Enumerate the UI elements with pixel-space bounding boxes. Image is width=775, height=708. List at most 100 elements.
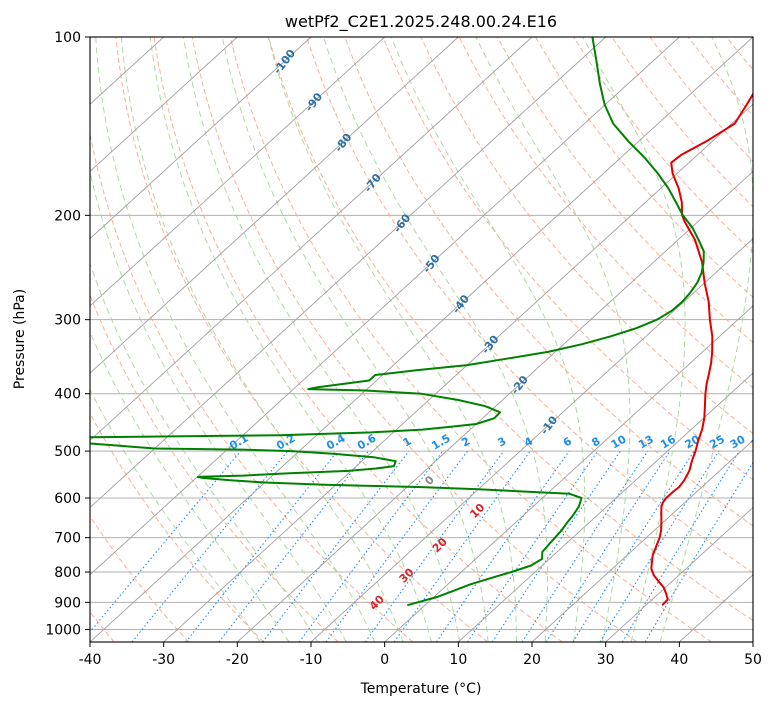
isotherm-line xyxy=(237,170,753,642)
x-tick-label: 50 xyxy=(744,652,762,668)
moist-adiabat xyxy=(90,262,319,642)
y-tick-label: 700 xyxy=(54,531,81,547)
dry-adiabat xyxy=(229,37,712,642)
x-axis: -40 -30 -20 -10 0 10 20 30 40 50 xyxy=(79,642,762,668)
moist-adiabat xyxy=(149,37,432,642)
x-axis-title: Temperature (°C) xyxy=(360,681,482,697)
x-tick-label: 40 xyxy=(670,652,688,668)
dry-adiabat xyxy=(420,37,753,435)
dry-adiabat xyxy=(191,37,638,642)
x-tick-label: -30 xyxy=(152,652,175,668)
mixing-ratio-line xyxy=(491,450,621,642)
moist-adiabat xyxy=(90,169,347,642)
mixing-ratio-label: 1.5 xyxy=(429,432,452,453)
moist-adiabat xyxy=(475,37,631,642)
mixing-ratio-line xyxy=(364,450,505,642)
isotherm-line xyxy=(90,37,312,240)
isotherm-line xyxy=(90,37,533,441)
chart-title: wetPf2_C2E1.2025.248.00.24.E16 xyxy=(285,12,557,32)
dry-adiabat xyxy=(535,37,753,298)
mixing-ratio-label: 8 xyxy=(589,435,602,450)
isotherm-line xyxy=(163,103,753,642)
isotherm-line xyxy=(458,372,753,642)
moist-adiabat xyxy=(95,37,376,642)
moist-adiabat xyxy=(659,37,753,642)
dry-adiabat-label: 10 xyxy=(467,501,487,521)
mixing-ratio-line xyxy=(262,450,410,642)
dry-adiabat xyxy=(115,37,488,642)
dry-adiabat xyxy=(268,37,753,622)
mixing-ratio-line xyxy=(131,450,289,642)
x-tick-label: 0 xyxy=(380,652,389,668)
moist-adiabat xyxy=(267,37,517,642)
plot-area: 0.1 0.2 0.4 0.6 1 1.5 2 3 4 6 8 10 13 16 20 25 30 36-100-… xyxy=(90,37,775,642)
dry-adiabat xyxy=(90,131,414,642)
mixing-ratio-line xyxy=(325,450,468,642)
mixing-ratio-line xyxy=(621,450,740,642)
dry-adiabat xyxy=(496,37,753,344)
isotherm-line xyxy=(90,37,606,509)
moist-adiabat xyxy=(582,37,686,642)
x-tick-label: 10 xyxy=(449,652,467,668)
isotherm-label: -100 xyxy=(271,47,298,77)
mixing-ratio-line xyxy=(90,450,242,633)
y-tick-label: 1000 xyxy=(45,622,81,638)
dry-adiabat xyxy=(687,37,753,117)
y-tick-label: 100 xyxy=(54,30,81,46)
isotherm-line xyxy=(90,37,459,374)
plot-frame xyxy=(89,36,754,643)
y-tick-label: 900 xyxy=(54,595,81,611)
mixing-ratio-line xyxy=(298,450,444,642)
y-tick-label: 200 xyxy=(54,208,81,224)
moist-adiabat xyxy=(90,330,290,642)
mixing-ratio-label: 3 xyxy=(495,435,508,450)
mixing-ratio-line xyxy=(599,450,720,642)
mixing-ratio-label: 13 xyxy=(636,433,656,452)
mixing-ratio-line xyxy=(218,450,369,642)
mixing-ratio-label: 30 xyxy=(728,432,748,451)
y-axis-title: Pressure (hPa) xyxy=(12,289,28,389)
isotherm-line xyxy=(90,37,385,307)
isotherm-line xyxy=(752,641,753,642)
moist-adiabat xyxy=(120,37,404,642)
y-tick-label: 500 xyxy=(54,444,81,460)
isotherm-line xyxy=(605,506,753,642)
dry-adiabat xyxy=(765,37,775,642)
x-tick-label: -40 xyxy=(79,652,102,668)
dry-adiabat xyxy=(382,37,753,481)
moist-adiabat xyxy=(90,388,261,642)
moist-adiabat xyxy=(221,37,489,642)
isotherm-line xyxy=(90,37,238,173)
isotherm-line xyxy=(90,37,753,642)
x-tick-label: -10 xyxy=(300,652,323,668)
x-tick-label: 30 xyxy=(597,652,615,668)
x-tick-label: -20 xyxy=(226,652,249,668)
dry-adiabat xyxy=(726,37,753,71)
moist-adiabat xyxy=(323,37,548,642)
dry-adiabat xyxy=(306,37,753,574)
isotherm-line xyxy=(384,305,753,642)
mixing-ratio-line xyxy=(545,450,671,642)
mixing-ratio-label: 25 xyxy=(707,433,727,452)
mixing-ratio-label: 2 xyxy=(459,435,472,450)
temperature-profile xyxy=(650,92,753,606)
dry-adiabat xyxy=(611,37,753,208)
moist-adiabat xyxy=(183,37,461,642)
mixing-ratio-line xyxy=(521,450,649,642)
mixing-ratio-line xyxy=(572,450,695,642)
dry-adiabat xyxy=(573,37,753,253)
mixing-ratio-label: 1 xyxy=(401,435,414,450)
mixing-ratio-line xyxy=(467,450,599,642)
y-tick-label: 800 xyxy=(54,565,81,581)
dry-adiabat-label: 30 xyxy=(397,565,417,585)
y-tick-label: 400 xyxy=(54,387,81,403)
dewpoint-profile xyxy=(90,37,705,607)
mixing-ratio-line xyxy=(435,450,570,642)
mixing-ratio-label: 36 xyxy=(748,432,768,451)
isotherm-line xyxy=(531,439,753,642)
moist-adiabat xyxy=(390,37,586,642)
dry-adiabat xyxy=(90,515,190,642)
y-tick-label: 300 xyxy=(54,313,81,329)
y-tick-label: 600 xyxy=(54,491,81,507)
y-axis: 100 200 300 400 500 600 700 800 900 1000 xyxy=(45,30,90,638)
